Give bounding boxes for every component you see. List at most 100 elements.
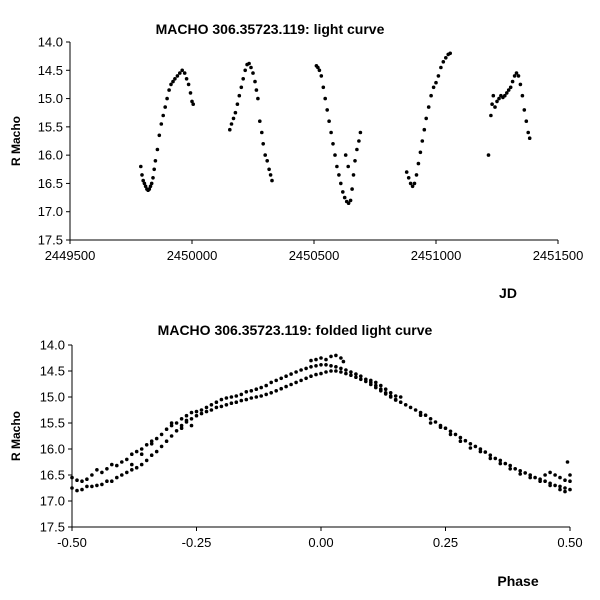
data-point xyxy=(234,394,239,398)
data-point xyxy=(458,435,463,440)
data-point xyxy=(214,400,219,405)
data-point xyxy=(478,447,483,451)
data-point xyxy=(153,159,158,163)
y-tick-label: 15.5 xyxy=(38,119,63,134)
data-point xyxy=(327,119,331,123)
data-point xyxy=(241,77,245,81)
data-point xyxy=(374,380,378,385)
data-point xyxy=(478,449,483,454)
data-point xyxy=(518,469,522,473)
data-point xyxy=(139,164,143,169)
data-point xyxy=(85,484,89,489)
data-point xyxy=(251,71,255,75)
data-point xyxy=(486,153,491,157)
data-point xyxy=(491,93,496,98)
data-point xyxy=(161,113,165,118)
data-point xyxy=(473,444,478,449)
chart-title: MACHO 306.35723.119: folded light curve xyxy=(158,322,433,338)
data-point xyxy=(548,483,552,488)
data-point xyxy=(148,184,153,189)
data-point xyxy=(448,51,453,56)
data-point xyxy=(231,116,236,121)
data-point xyxy=(130,452,134,457)
data-point xyxy=(224,396,229,400)
data-point xyxy=(339,181,343,186)
data-point xyxy=(343,153,348,157)
data-point xyxy=(324,357,328,362)
data-point xyxy=(165,96,169,101)
data-point xyxy=(189,423,194,428)
data-point xyxy=(563,486,567,490)
data-point xyxy=(244,397,249,402)
data-point xyxy=(80,487,84,492)
data-point xyxy=(489,113,493,118)
data-point xyxy=(268,173,273,177)
data-point xyxy=(155,147,160,152)
data-point xyxy=(191,102,195,106)
data-point xyxy=(349,373,353,378)
data-point xyxy=(189,410,194,415)
data-point xyxy=(149,439,154,444)
y-tick-label: 14.0 xyxy=(38,35,63,50)
data-point xyxy=(428,417,433,421)
data-point xyxy=(468,446,473,450)
data-points xyxy=(70,353,572,494)
data-point xyxy=(235,102,240,106)
data-point xyxy=(141,178,145,183)
data-point xyxy=(443,426,448,431)
data-point xyxy=(125,457,129,462)
data-point xyxy=(110,479,114,484)
data-point xyxy=(184,418,189,423)
y-tick-label: 17.5 xyxy=(38,233,63,248)
data-point xyxy=(224,403,229,407)
data-point xyxy=(173,77,177,81)
y-tick-label: 15.5 xyxy=(40,416,65,431)
data-point xyxy=(159,432,164,437)
folded-light-curve-chart: MACHO 306.35723.119: folded light curve … xyxy=(9,322,583,589)
data-point xyxy=(149,442,154,446)
data-point xyxy=(527,136,532,140)
data-point xyxy=(359,374,363,379)
data-point xyxy=(279,376,284,381)
data-point xyxy=(333,153,337,157)
data-point xyxy=(339,356,343,360)
data-point xyxy=(264,383,269,388)
x-tick-labels: 2449500 2450000 2450500 2451000 2451500 xyxy=(45,248,584,263)
data-point xyxy=(184,413,189,418)
data-point xyxy=(294,370,298,374)
data-point xyxy=(279,386,284,391)
data-point xyxy=(565,460,570,464)
data-point xyxy=(488,456,493,461)
data-point xyxy=(497,96,501,101)
data-point xyxy=(434,80,438,85)
data-point xyxy=(239,85,244,90)
data-point xyxy=(354,372,358,376)
data-point xyxy=(254,387,259,392)
data-point xyxy=(100,470,104,475)
data-point xyxy=(249,65,253,70)
data-point xyxy=(267,167,271,172)
data-point xyxy=(265,159,270,163)
x-axis-label: Phase xyxy=(497,573,538,589)
data-point xyxy=(169,82,173,87)
data-point xyxy=(503,93,507,98)
y-tick-label: 16.0 xyxy=(38,148,63,163)
data-point xyxy=(204,405,209,410)
data-point xyxy=(249,389,254,393)
data-point xyxy=(563,478,567,483)
y-tick-label: 17.5 xyxy=(40,520,65,535)
data-point xyxy=(144,458,149,463)
data-point xyxy=(154,436,159,441)
x-tick-label: 2450000 xyxy=(167,248,218,263)
x-tick-label: 0.50 xyxy=(557,535,582,550)
data-point xyxy=(528,475,532,480)
data-point xyxy=(115,475,119,480)
data-point xyxy=(364,377,368,382)
data-point xyxy=(319,363,323,367)
data-point xyxy=(374,383,378,388)
data-point xyxy=(348,198,353,203)
data-point xyxy=(558,484,562,489)
data-point xyxy=(420,139,425,143)
data-point xyxy=(314,364,318,368)
y-tick-label: 16.0 xyxy=(40,442,65,457)
